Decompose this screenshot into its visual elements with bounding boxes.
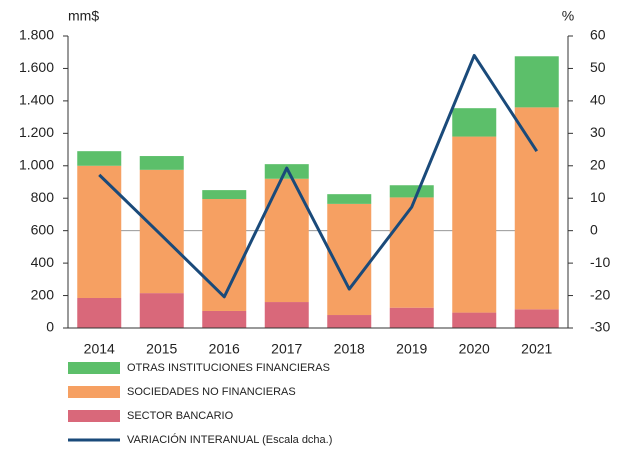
x-tick-label: 2020: [459, 341, 490, 357]
bar-segment: [514, 309, 559, 328]
bar-segment: [327, 315, 372, 328]
y2-axis-label: %: [562, 8, 574, 24]
y-tick-label: 1.800: [19, 27, 54, 43]
y2-tick-label: 60: [590, 27, 606, 43]
x-tick-label: 2018: [334, 341, 365, 357]
bar-segment: [202, 199, 247, 311]
y2-tick-label: 40: [590, 92, 606, 108]
y-tick-label: 600: [31, 221, 55, 237]
y2-tick-label: -20: [590, 286, 610, 302]
bar-segment: [514, 107, 559, 310]
bar-segment: [452, 108, 497, 137]
bar-segment: [139, 293, 184, 328]
bar-segment: [77, 151, 122, 166]
y-tick-label: 1.200: [19, 124, 54, 140]
bar-segment: [264, 302, 309, 328]
x-tick-label: 2015: [146, 341, 177, 357]
legend-label: SECTOR BANCARIO: [127, 410, 234, 422]
bar-segment: [389, 185, 434, 198]
y2-tick-label: 0: [590, 221, 598, 237]
legend-label: SOCIEDADES NO FINANCIERAS: [127, 386, 296, 398]
legend-swatch: [68, 362, 120, 374]
legend-swatch: [68, 410, 120, 422]
x-tick-label: 2014: [84, 341, 115, 357]
legend-label: VARIACIÓN INTERANUAL (Escala dcha.): [127, 433, 332, 446]
bar-segment: [327, 194, 372, 204]
bar-segment: [389, 307, 434, 328]
bar-segment: [202, 310, 247, 328]
line-series: [98, 53, 539, 299]
bar-segment: [452, 312, 497, 328]
y2-tick-label: 10: [590, 189, 606, 205]
bar-segment: [77, 297, 122, 328]
bar-segment: [202, 190, 247, 200]
y-axis-label: mm$: [68, 8, 99, 24]
x-tick-label: 2019: [396, 341, 427, 357]
y2-tick-label: 30: [590, 124, 606, 140]
y-tick-label: 0: [46, 319, 54, 335]
y2-tick-label: 20: [590, 156, 606, 172]
bar-segment: [452, 136, 497, 313]
x-tick-label: 2016: [209, 341, 240, 357]
bar-segment: [139, 156, 184, 170]
y2-tick-label: -30: [590, 319, 610, 335]
bar-segment: [77, 165, 122, 298]
x-tick-label: 2021: [521, 341, 552, 357]
bar-segment: [514, 56, 559, 108]
y-tick-label: 200: [31, 286, 55, 302]
y-tick-label: 1.000: [19, 156, 54, 172]
legend-label: OTRAS INSTITUCIONES FINANCIERAS: [127, 362, 330, 374]
y-tick-label: 1.400: [19, 92, 54, 108]
bar-segment: [139, 169, 184, 294]
x-tick-label: 2017: [271, 341, 302, 357]
y-tick-label: 800: [31, 189, 55, 205]
bar-segment: [389, 197, 434, 308]
legend-swatch: [68, 386, 120, 398]
y-tick-label: 400: [31, 254, 55, 270]
y2-tick-label: -10: [590, 254, 610, 270]
y-tick-label: 1.600: [19, 59, 54, 75]
y2-tick-label: 50: [590, 59, 606, 75]
